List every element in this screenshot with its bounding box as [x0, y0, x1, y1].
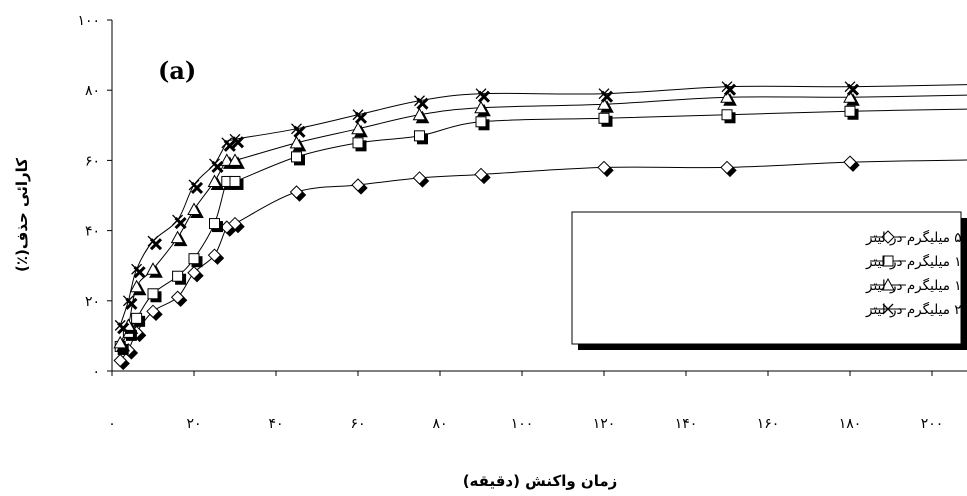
data-point	[475, 88, 487, 100]
legend-box	[571, 211, 962, 345]
legend: فلوراید ۵ میلیگرم در لیتر فلوراید ۱۰ میلی…	[571, 211, 967, 350]
data-point	[352, 109, 364, 121]
y-axis-title: کارائی حذف(٪)	[13, 158, 31, 272]
series-triangle	[113, 90, 967, 352]
data-point	[720, 90, 734, 103]
data-point	[289, 135, 304, 149]
data-point	[170, 290, 185, 304]
x-tick-label: ۰	[108, 416, 116, 432]
x-tick-label: ۱۸۰	[839, 416, 862, 432]
legend-swatch-marker	[881, 277, 895, 291]
data-point	[597, 160, 611, 175]
x-tick-label: ۲۰	[186, 416, 201, 432]
data-point	[146, 304, 160, 319]
data-point	[209, 158, 220, 170]
x-tick-label: ۶۰	[350, 416, 365, 432]
data-point	[172, 270, 184, 282]
data-point	[229, 133, 241, 145]
panel-label: (a)	[158, 56, 196, 85]
data-point	[146, 262, 160, 275]
data-point	[598, 112, 610, 124]
x-tick-label: ۱۰۰	[511, 416, 534, 432]
data-point	[221, 137, 233, 149]
data-point	[122, 295, 134, 307]
data-point	[475, 116, 487, 128]
data-point	[113, 353, 127, 368]
x-tick-label: ۱۴۰	[675, 416, 698, 432]
y-tick-label: ۲۰	[85, 294, 100, 310]
data-point	[351, 178, 365, 192]
data-point	[351, 121, 365, 135]
x-tick-label: ۸۰	[432, 416, 447, 432]
data-point	[474, 100, 488, 114]
data-point	[843, 155, 857, 169]
data-point	[474, 167, 488, 182]
data-point	[147, 235, 159, 247]
data-point	[412, 171, 427, 185]
data-point	[131, 263, 143, 275]
series-layer	[113, 81, 967, 371]
data-point	[291, 151, 302, 163]
data-point	[147, 288, 159, 300]
y-tick-label: ۰	[92, 364, 100, 380]
data-point	[113, 335, 128, 349]
data-point	[352, 137, 364, 149]
data-point	[229, 175, 241, 187]
data-point	[188, 253, 200, 265]
data-point	[209, 218, 220, 230]
data-point	[843, 90, 857, 103]
data-point	[172, 214, 184, 226]
data-point	[721, 81, 733, 93]
x-tick-label: ۴۰	[268, 416, 283, 432]
data-point	[844, 81, 856, 93]
data-point	[844, 105, 856, 117]
legend-entry-label: فلوراید ۱۰ میلیگرم در لیتر	[865, 253, 967, 270]
x-tick-label: ۱۲۰	[593, 416, 616, 432]
data-point	[289, 185, 304, 199]
data-point	[187, 266, 201, 280]
data-point	[131, 312, 143, 324]
data-point	[412, 107, 427, 121]
data-point	[170, 230, 185, 244]
data-point	[207, 248, 222, 262]
legend-entry-label: فلوراید ۱۵ میلیگرم در لیتر	[865, 277, 967, 294]
legend-entry-label: فلوراید ۵ میلیگرم در لیتر	[865, 229, 967, 246]
series-cross	[114, 81, 967, 335]
x-axis: ۰ ۲۰ ۴۰ ۶۰ ۸۰ ۱۰۰ ۱۲۰ ۱۴۰ ۱۶۰ ۱۸۰ ۲۰۰	[108, 370, 967, 432]
y-tick-label: ۸۰	[85, 83, 100, 99]
data-point	[228, 216, 242, 231]
data-point	[291, 123, 302, 135]
x-tick-label: ۱۶۰	[757, 416, 780, 432]
legend-swatch-marker	[881, 230, 895, 244]
series-diamond	[113, 155, 967, 371]
data-point	[597, 97, 611, 110]
legend-swatch-marker	[882, 255, 894, 267]
legend-entry-label: فلوراید ۲۰ میلیگرم در لیتر	[865, 301, 967, 318]
data-point	[129, 279, 144, 293]
y-tick-label: ۴۰	[85, 224, 100, 240]
data-point	[720, 160, 734, 175]
data-point	[414, 130, 425, 142]
data-point	[228, 153, 242, 166]
data-point	[114, 319, 126, 331]
y-tick-label: ۶۰	[85, 153, 100, 169]
data-point	[188, 179, 200, 191]
data-point	[219, 153, 234, 166]
data-point	[187, 202, 201, 216]
y-tick-label: ۱۰۰	[77, 13, 100, 29]
data-point	[207, 174, 222, 187]
data-point	[721, 109, 733, 121]
data-point	[414, 95, 425, 107]
x-tick-label: ۲۰۰	[921, 416, 944, 432]
y-axis: ۰ ۲۰ ۴۰ ۶۰ ۸۰ ۱۰۰	[77, 13, 113, 380]
data-point	[598, 88, 610, 100]
x-axis-title: زمان واکنش (دقیقه)	[463, 472, 618, 490]
legend-swatch-marker	[882, 303, 894, 315]
